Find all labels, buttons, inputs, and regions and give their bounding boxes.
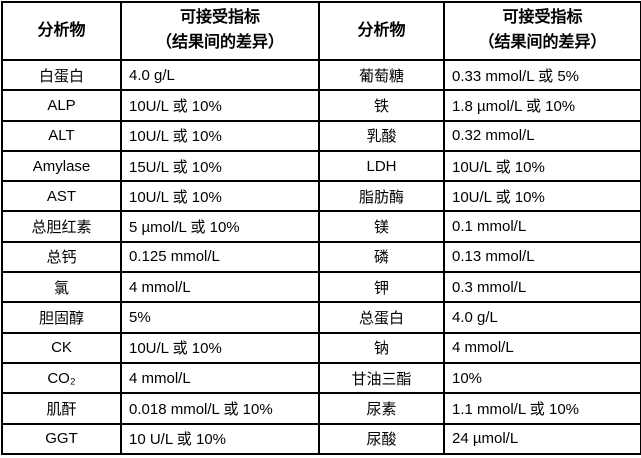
table-row: 胆固醇 5% 总蛋白 4.0 g/L [1,301,641,334]
left-analyte-cell: 胆固醇 [1,301,122,334]
left-analyte-cell: CO₂ [1,361,122,395]
left-analyte-cell: 氯 [1,271,122,304]
table-row: 总钙 0.125 mmol/L 磷 0.13 mmol/L [1,240,641,274]
left-value-cell: 5% [120,301,320,334]
header-analyte-left: 分析物 [1,1,122,61]
header-indicator-left-line1: 可接受指标 [179,9,260,27]
left-analyte-cell: Amylase [1,149,122,183]
right-analyte-cell: 镁 [318,210,445,243]
left-analyte-cell: ALP [1,89,122,122]
right-analyte-cell: 总蛋白 [318,301,445,334]
left-value-cell: 5 µmol/L 或 10% [120,210,320,243]
right-value-cell: 10% [443,361,641,395]
header-indicator-right: 可接受指标 （结果间的差异） [443,1,641,61]
left-value-cell: 4 mmol/L [120,361,320,395]
left-value-cell: 10U/L 或 10% [120,331,320,364]
table-body: 白蛋白 4.0 g/L 葡萄糖 0.33 mmol/L 或 5% ALP 10U/L 或 … [1,58,641,456]
right-analyte-cell: 尿素 [318,392,445,425]
left-analyte-cell: 肌酐 [1,392,122,425]
left-analyte-cell: ALT [1,119,122,152]
left-value-cell: 0.018 mmol/L 或 10% [120,392,320,425]
left-analyte-cell: GGT [1,422,122,456]
table-row: CO₂ 4 mmol/L 甘油三酯 10% [1,361,641,395]
left-value-cell: 4 mmol/L [120,271,320,304]
right-analyte-cell: 磷 [318,240,445,274]
right-value-cell: 0.33 mmol/L 或 5% [443,58,641,92]
left-analyte-cell: 总胆红素 [1,210,122,243]
left-value-cell: 10U/L 或 10% [120,119,320,152]
left-analyte-cell: 总钙 [1,240,122,274]
table-row: 白蛋白 4.0 g/L 葡萄糖 0.33 mmol/L 或 5% [1,58,641,92]
table-row: Amylase 15U/L 或 10% LDH 10U/L 或 10% [1,149,641,183]
table-row: ALP 10U/L 或 10% 铁 1.8 µmol/L 或 10% [1,89,641,122]
left-analyte-cell: CK [1,331,122,364]
right-value-cell: 24 µmol/L [443,422,641,456]
right-value-cell: 0.32 mmol/L [443,119,641,152]
header-analyte-right: 分析物 [318,1,445,61]
right-analyte-cell: 铁 [318,89,445,122]
right-analyte-cell: 尿酸 [318,422,445,456]
table-row: CK 10U/L 或 10% 钠 4 mmol/L [1,331,641,364]
table-row: ALT 10U/L 或 10% 乳酸 0.32 mmol/L [1,119,641,152]
table-row: AST 10U/L 或 10% 脂肪酶 10U/L 或 10% [1,180,641,213]
right-value-cell: 1.1 mmol/L 或 10% [443,392,641,425]
right-value-cell: 4.0 g/L [443,301,641,334]
left-value-cell: 4.0 g/L [120,58,320,92]
left-value-cell: 10 U/L 或 10% [120,422,320,456]
right-value-cell: 0.13 mmol/L [443,240,641,274]
right-value-cell: 0.1 mmol/L [443,210,641,243]
left-analyte-cell: AST [1,180,122,213]
right-value-cell: 4 mmol/L [443,331,641,364]
right-analyte-cell: 乳酸 [318,119,445,152]
right-analyte-cell: 钠 [318,331,445,364]
table-row: 肌酐 0.018 mmol/L 或 10% 尿素 1.1 mmol/L 或 10% [1,392,641,425]
left-analyte-cell: 白蛋白 [1,58,122,92]
right-analyte-cell: 葡萄糖 [318,58,445,92]
right-analyte-cell: LDH [318,149,445,183]
left-value-cell: 10U/L 或 10% [120,89,320,122]
right-analyte-cell: 甘油三酯 [318,361,445,395]
table-row: 总胆红素 5 µmol/L 或 10% 镁 0.1 mmol/L [1,210,641,243]
right-value-cell: 10U/L 或 10% [443,180,641,213]
header-indicator-left-line2: （结果间的差异） [155,34,284,51]
header-indicator-right-line2: （结果间的差异） [478,34,607,51]
right-analyte-cell: 脂肪酶 [318,180,445,213]
right-value-cell: 10U/L 或 10% [443,149,641,183]
header-indicator-right-line1: 可接受指标 [502,9,583,27]
left-value-cell: 15U/L 或 10% [120,149,320,183]
right-value-cell: 0.3 mmol/L [443,271,641,304]
right-analyte-cell: 钾 [318,271,445,304]
table-row: GGT 10 U/L 或 10% 尿酸 24 µmol/L [1,422,641,456]
header-row: 分析物 可接受指标 （结果间的差异） 分析物 可接受指标 （结果间的差异） [1,1,641,61]
left-value-cell: 10U/L 或 10% [120,180,320,213]
right-value-cell: 1.8 µmol/L 或 10% [443,89,641,122]
left-value-cell: 0.125 mmol/L [120,240,320,274]
header-indicator-left: 可接受指标 （结果间的差异） [120,1,320,61]
